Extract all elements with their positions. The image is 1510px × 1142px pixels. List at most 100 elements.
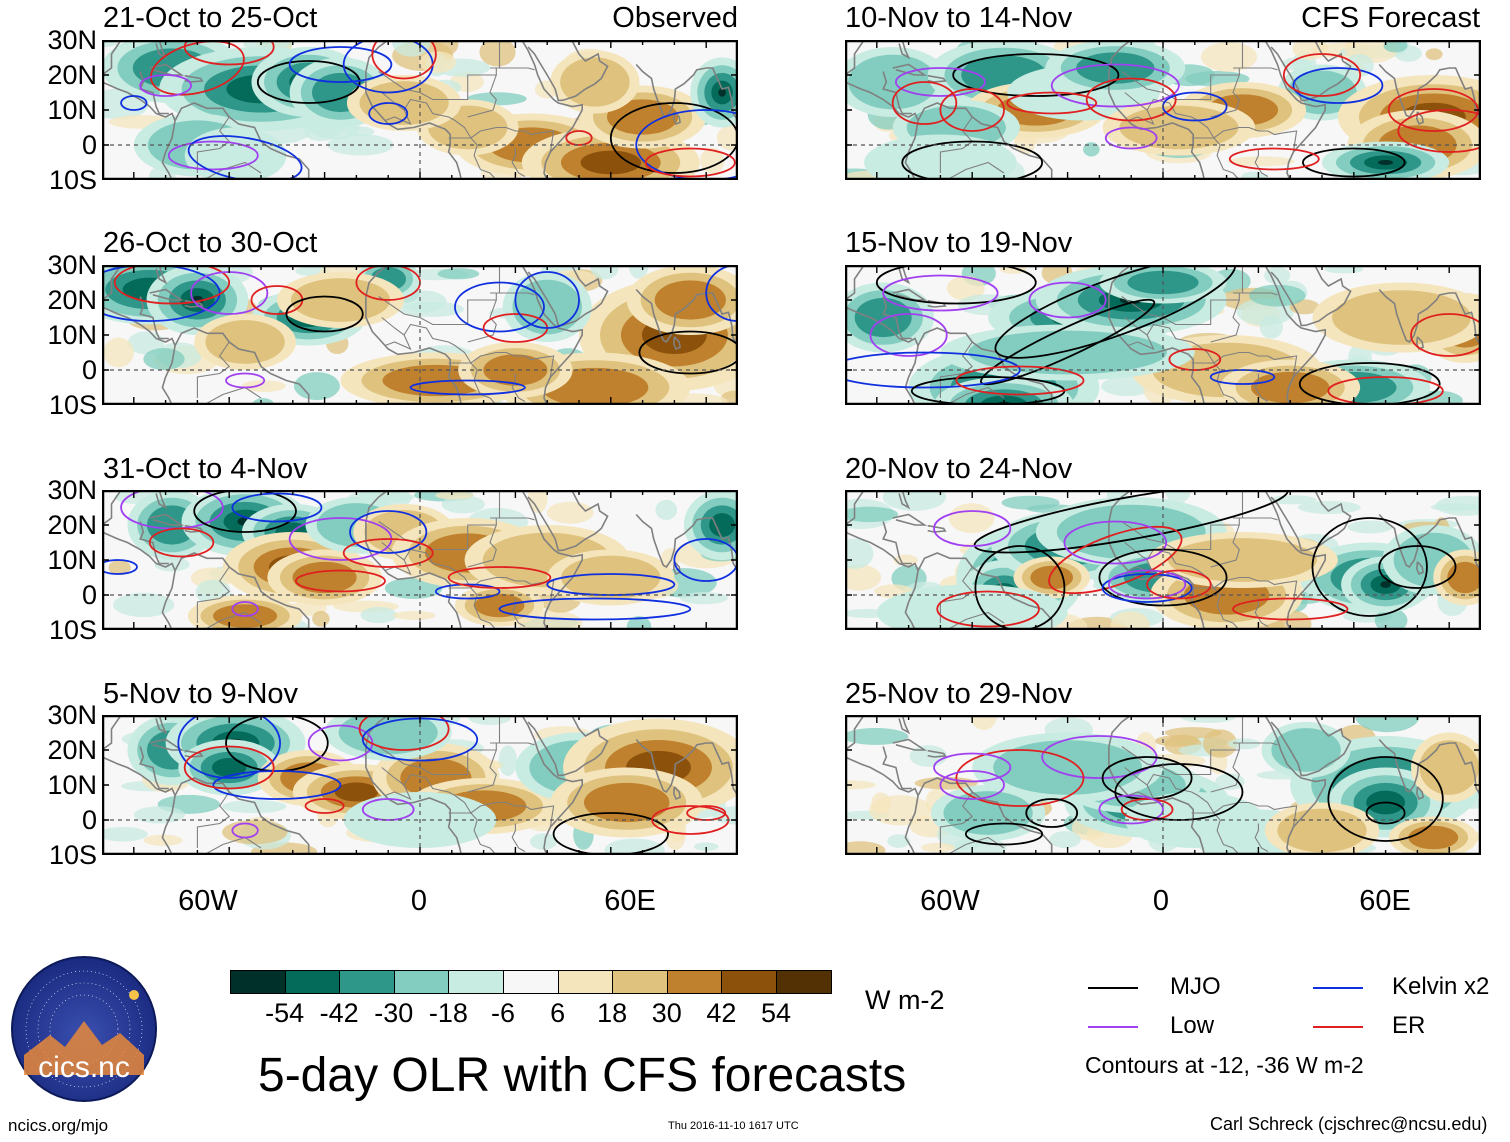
mjo-contour xyxy=(256,60,361,104)
olr-anomaly-10 xyxy=(583,782,670,823)
kelvin-contour xyxy=(349,510,428,554)
colorbar-tick-label: 54 xyxy=(760,998,792,1028)
olr-anomaly-9 xyxy=(1030,565,1074,590)
er-contour xyxy=(113,265,231,305)
country-border xyxy=(1191,812,1241,855)
coastline xyxy=(882,296,912,340)
country-border xyxy=(1210,749,1240,793)
olr-anomaly-5 xyxy=(334,782,379,802)
panel-title-6: 15-Nov to 19-Nov xyxy=(845,227,1073,259)
olr-patch xyxy=(468,715,511,725)
country-border xyxy=(524,805,555,828)
coastline xyxy=(898,40,911,60)
coastline xyxy=(635,513,738,571)
country-border xyxy=(467,749,497,793)
olr-patch xyxy=(222,799,287,814)
er-contour xyxy=(891,81,958,125)
map-panel-3 xyxy=(102,490,738,630)
coastline xyxy=(1378,738,1481,796)
cfs-forecast-label: CFS Forecast xyxy=(1301,2,1480,34)
er-contour xyxy=(1327,376,1444,405)
olr-anomaly-10 xyxy=(483,354,548,386)
ytick-label: 0 xyxy=(81,580,97,610)
kelvin-contour xyxy=(231,492,323,523)
xtick-left-60w: 60W xyxy=(178,885,238,917)
coastline xyxy=(149,63,185,76)
olr-patch xyxy=(871,792,891,815)
olr-patch xyxy=(1374,608,1408,630)
olr-patch xyxy=(384,577,443,599)
coastline xyxy=(365,71,463,180)
country-border xyxy=(946,161,1005,180)
olr-anomaly-7 xyxy=(1277,808,1367,853)
coastline xyxy=(892,738,928,751)
mjo-contour xyxy=(285,295,364,333)
low-contour xyxy=(1104,126,1158,150)
olr-anomaly-6 xyxy=(654,280,726,320)
coastline xyxy=(1264,715,1326,855)
xtick-left-60e: 60E xyxy=(604,885,656,917)
country-border xyxy=(1191,587,1241,630)
olr-anomaly-8 xyxy=(580,150,642,175)
coastline xyxy=(155,265,168,285)
map-panel-5 xyxy=(845,40,1481,180)
legend-low-label: Low xyxy=(1170,1012,1215,1039)
website-link[interactable]: ncics.org/mjo xyxy=(8,1116,109,1135)
olr-patch xyxy=(1228,156,1295,167)
country-border xyxy=(1233,742,1278,746)
country-border xyxy=(490,67,535,71)
coastline xyxy=(845,756,919,796)
country-border xyxy=(1233,517,1278,521)
coastline xyxy=(139,746,169,790)
country-border xyxy=(1233,67,1278,71)
country-border xyxy=(403,98,525,139)
colorbar-cell xyxy=(666,970,723,994)
mjo-contour xyxy=(1114,763,1244,821)
mjo-contour xyxy=(1298,362,1441,405)
country-border xyxy=(1146,773,1268,814)
coastline xyxy=(139,521,169,565)
country-border xyxy=(381,92,412,126)
mjo-contour xyxy=(193,490,297,533)
coastline xyxy=(1270,491,1352,552)
kelvin-contour xyxy=(409,379,526,396)
olr-patch xyxy=(222,819,288,845)
coastline xyxy=(927,524,947,533)
olr-anomaly-1 xyxy=(854,297,912,338)
olr-patch xyxy=(360,606,398,624)
kelvin-contour xyxy=(673,538,738,582)
map-panel-1 xyxy=(102,40,738,180)
ytick-label: 10S xyxy=(48,615,97,645)
panel-title-1: 21-Oct to 25-Oct xyxy=(103,2,318,34)
colorbar-cell xyxy=(612,970,668,994)
er-contour xyxy=(1397,109,1481,153)
coastline xyxy=(672,786,681,801)
country-border xyxy=(403,548,525,589)
olr-patch xyxy=(113,592,175,618)
olr-patch xyxy=(1355,715,1420,733)
olr-anomaly-12 xyxy=(1271,728,1341,772)
coastline xyxy=(1378,513,1481,571)
country-border xyxy=(1124,317,1155,351)
ytick-label: 30N xyxy=(47,25,97,55)
coastline xyxy=(1108,71,1206,180)
country-border xyxy=(448,587,498,630)
olr-patch xyxy=(845,841,886,855)
coastline xyxy=(174,777,310,855)
er-contour xyxy=(1282,53,1362,97)
low-contour xyxy=(933,510,1012,547)
olr-patch xyxy=(1425,48,1443,61)
mjo-contour xyxy=(994,265,1237,359)
olr-anomaly-12 xyxy=(560,57,630,107)
coastline xyxy=(845,715,865,751)
coastline xyxy=(161,345,176,405)
mjo-contour xyxy=(609,102,738,174)
kelvin-contour xyxy=(368,102,409,125)
olr-patch xyxy=(1165,490,1191,504)
olr-patch xyxy=(241,380,286,392)
kelvin-contour xyxy=(845,351,1021,389)
coastline xyxy=(1108,715,1132,747)
ytick-label: 20N xyxy=(47,285,97,315)
er-contour xyxy=(1228,147,1320,171)
country-border xyxy=(490,742,535,746)
